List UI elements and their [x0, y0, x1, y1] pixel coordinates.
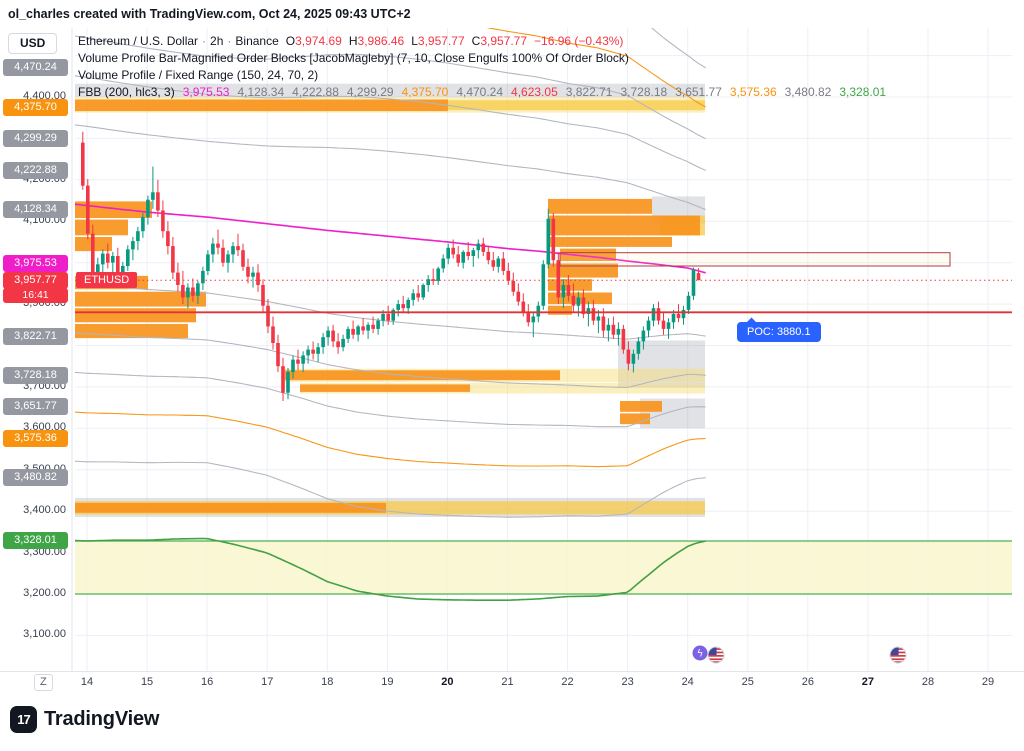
- price-axis-badge: 3,822.71: [3, 327, 68, 345]
- price-axis-badge: 4,128.34: [3, 201, 68, 218]
- tradingview-logo-text: TradingView: [44, 708, 160, 730]
- svg-text:ϟ: ϟ: [697, 649, 704, 660]
- fbb-value: 4,623.05: [511, 85, 558, 99]
- crypto-event-icon[interactable]: ϟ: [691, 644, 709, 662]
- fbb-value: 3,975.53: [182, 85, 230, 99]
- fbb-value: 3,480.82: [784, 85, 832, 99]
- fbb-value: 4,299.29: [346, 85, 394, 99]
- time-axis-label: 24: [681, 676, 694, 688]
- poc-label: POC: 3880.1: [737, 317, 821, 343]
- price-axis-badge: 3,480.82: [3, 469, 68, 487]
- interval-label: 2h: [210, 34, 224, 48]
- fbb-value: 3,651.77: [675, 85, 722, 99]
- price-axis-badge: 3,728.18: [3, 366, 68, 384]
- time-axis-label: 17: [261, 676, 274, 688]
- ohlc-value: 3,974.69: [295, 34, 342, 48]
- legend-vp-orderblocks-row[interactable]: Volume Profile Bar-Magnified Order Block…: [78, 51, 629, 65]
- time-axis-label: 29: [981, 676, 995, 688]
- ohlc-value: 3,957.77: [480, 34, 528, 48]
- fbb-value: 4,375.70: [401, 85, 449, 99]
- ohlc-key: C: [471, 34, 481, 48]
- ohlc-key: L: [411, 34, 418, 48]
- us-flag-event-icon[interactable]: [707, 646, 725, 664]
- price-axis-badge: 4,375.70: [3, 98, 68, 116]
- fbb-value: 4,128.34: [237, 85, 285, 99]
- tradingview-logo-mark: 17: [10, 706, 37, 733]
- fbb-value: 3,575.36: [729, 85, 777, 99]
- bar-countdown-badge: 16:41: [3, 288, 68, 304]
- price-axis-badge: 3,575.36: [3, 430, 68, 448]
- fbb-value: 3,328.01: [839, 85, 887, 99]
- price-axis-badge: 3,957.77: [3, 271, 68, 289]
- time-axis-label: 20: [441, 676, 454, 688]
- time-axis-label: 22: [561, 676, 574, 688]
- price-axis-badge: 3,328.01: [3, 532, 68, 550]
- time-axis-label: 28: [921, 676, 935, 688]
- time-axis-label: 26: [801, 676, 814, 688]
- price-axis-badge: 3,651.77: [3, 398, 68, 416]
- separator-dot: ·: [202, 34, 207, 48]
- change-value: −16.96 (−0.43%): [534, 34, 624, 48]
- time-axis-label: 18: [321, 676, 334, 688]
- ohlc-value: 3,957.77: [417, 34, 465, 48]
- attribution-text: ol_charles created with TradingView.com,…: [8, 7, 411, 21]
- time-axis-label: 19: [381, 676, 394, 688]
- legend-vp-fixedrange-row[interactable]: Volume Profile / Fixed Range (150, 24, 7…: [78, 68, 319, 82]
- ohlc-values: O3,974.69 H3,986.46 L3,957.77 C3,957.77: [279, 34, 527, 48]
- us-flag-event-icon[interactable]: [889, 646, 907, 664]
- time-axis-label: 15: [140, 676, 154, 688]
- price-axis-label: 3,400.00: [23, 504, 66, 517]
- fbb-value: 4,222.88: [292, 85, 339, 99]
- time-axis-label: 14: [80, 676, 94, 688]
- price-axis-badge: 3,975.53: [3, 254, 68, 272]
- price-axis-label: 3,100.00: [23, 628, 66, 641]
- symbol-title: Ethereum / U.S. Dollar: [78, 34, 199, 48]
- legend: Ethereum / U.S. Dollar · 2h · Binance O3,974.…: [78, 33, 886, 101]
- price-axis-badge: 4,470.24: [3, 59, 68, 77]
- time-axis-label: 25: [741, 676, 754, 688]
- time-axis-label: 27: [861, 676, 875, 688]
- fbb-title: FBB (200, hlc3, 3): [78, 85, 175, 99]
- time-axis-label: 23: [621, 676, 634, 688]
- price-axis-badge: 4,222.88: [3, 161, 68, 179]
- ohlc-key: O: [285, 34, 296, 48]
- fbb-value: 3,728.18: [620, 85, 668, 99]
- time-axis-label: 16: [201, 676, 214, 688]
- fbb-values: 3,975.53 4,128.34 4,222.88 4,299.29 4,375.70…: [175, 85, 886, 99]
- ohlc-key: H: [348, 34, 358, 48]
- exchange-label: Binance: [235, 34, 279, 48]
- legend-symbol-row[interactable]: Ethereum / U.S. Dollar · 2h · Binance O3,974.…: [78, 33, 886, 49]
- time-axis-label: 21: [501, 676, 514, 688]
- ohlc-value: 3,986.46: [357, 34, 405, 48]
- currency-button[interactable]: USD: [8, 33, 58, 54]
- price-axis-badge: 4,299.29: [3, 130, 68, 148]
- tradingview-logo[interactable]: 17 TradingView: [10, 706, 159, 733]
- legend-fbb-row[interactable]: FBB (200, hlc3, 3) 3,975.53 4,128.34 4,222.…: [78, 84, 886, 100]
- timezone-button[interactable]: Z: [34, 674, 53, 691]
- fbb-value: 4,470.24: [456, 85, 504, 99]
- fbb-value: 3,822.71: [565, 85, 613, 99]
- separator-dot: ·: [227, 34, 232, 48]
- poc-label-text: POC: 3880.1: [747, 326, 811, 339]
- symbol-price-tag: ETHUSD: [76, 272, 138, 289]
- price-axis-label: 3,200.00: [23, 586, 66, 599]
